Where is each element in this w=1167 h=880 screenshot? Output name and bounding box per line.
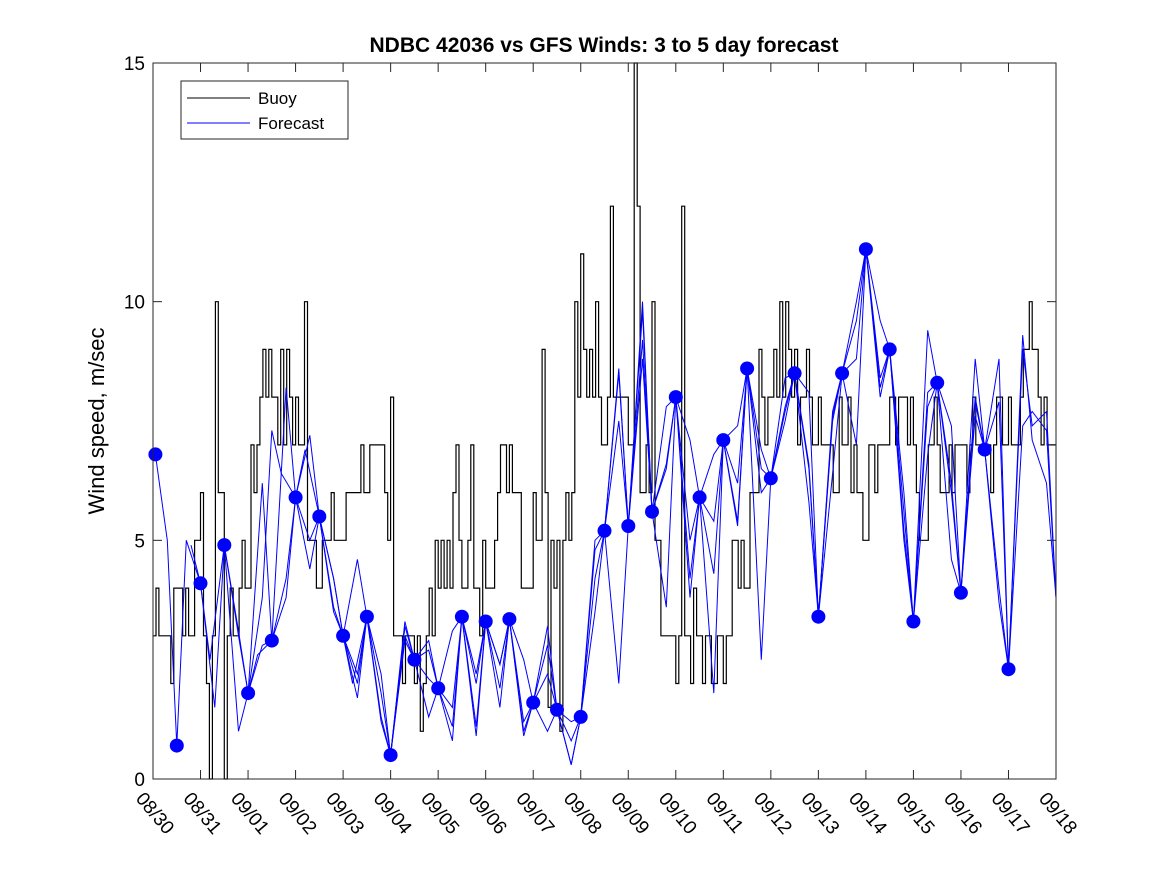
forecast-marker — [573, 709, 588, 724]
forecast-marker — [692, 490, 707, 505]
forecast-marker — [740, 361, 755, 376]
forecast-marker — [502, 612, 517, 627]
forecast-marker — [193, 576, 208, 591]
plot-area — [153, 63, 1056, 779]
forecast-marker — [787, 366, 802, 381]
legend: Buoy Forecast — [180, 80, 349, 140]
forecast-marker — [383, 748, 398, 763]
forecast-run-line — [223, 387, 406, 756]
forecast-marker — [811, 609, 826, 624]
y-tick-label: 10 — [124, 293, 145, 314]
y-axis-label: Wind speed, m/sec — [84, 327, 109, 514]
forecast-marker — [336, 628, 351, 643]
forecast-marker — [858, 242, 873, 257]
forecast-marker — [668, 390, 683, 405]
y-tick-label: 5 — [134, 531, 145, 552]
forecast-marker — [312, 509, 327, 524]
forecast-marker — [953, 585, 968, 600]
buoy-line — [153, 62, 1056, 780]
y-tick-label: 0 — [134, 770, 145, 791]
forecast-marker — [241, 686, 256, 701]
forecast-marker — [431, 681, 446, 696]
forecast-marker — [763, 471, 778, 486]
forecast-marker — [977, 442, 992, 457]
forecast-marker — [526, 695, 541, 710]
forecast-marker — [597, 523, 612, 538]
legend-buoy-label: Buoy — [258, 89, 297, 108]
forecast-marker — [906, 614, 921, 629]
forecast-marker — [550, 702, 564, 717]
forecast-marker — [835, 366, 850, 381]
legend-box — [180, 80, 349, 140]
forecast-marker — [217, 538, 232, 553]
buoy-series — [153, 62, 1056, 780]
forecast-marker — [407, 652, 422, 667]
chart-title: NDBC 42036 vs GFS Winds: 3 to 5 day fore… — [370, 34, 839, 57]
forecast-marker — [264, 633, 279, 648]
forecast-marker — [454, 609, 469, 624]
forecast-marker — [148, 447, 163, 462]
forecast-marker — [621, 519, 636, 533]
forecast-marker — [169, 738, 184, 753]
y-axis: 0 5 10 15 — [124, 54, 1056, 791]
legend-forecast-label: Forecast — [258, 114, 324, 133]
forecast-marker — [1001, 662, 1016, 677]
forecast-marker — [645, 504, 659, 519]
forecast-marker — [716, 433, 731, 448]
forecast-markers — [148, 242, 1016, 763]
forecast-marker — [288, 490, 303, 505]
forecast-marker — [882, 342, 897, 357]
y-tick-label: 15 — [124, 54, 145, 75]
forecast-marker — [930, 375, 945, 390]
forecast-run-line — [190, 430, 368, 732]
forecast-marker — [359, 609, 374, 624]
forecast-marker — [478, 614, 493, 629]
plot-frame — [152, 62, 1057, 780]
